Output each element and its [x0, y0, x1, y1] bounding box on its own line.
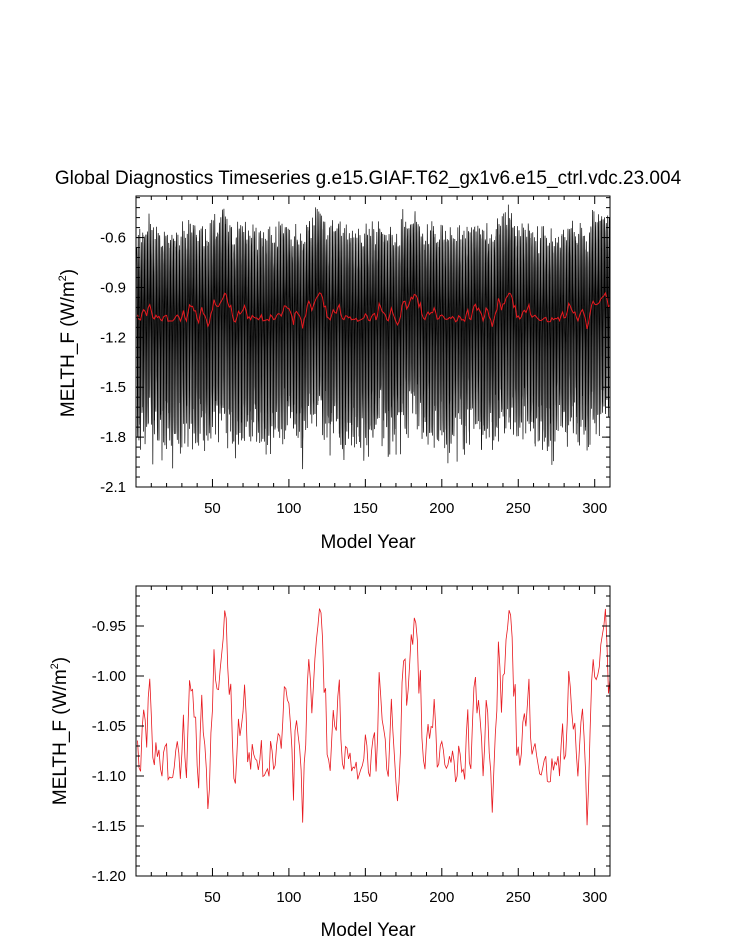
bottom-xtick-label: 100 — [276, 889, 301, 906]
top-ytick-label: -0.9 — [100, 279, 126, 296]
top-xtick-label: 200 — [429, 500, 454, 517]
top-monthly-series-line — [136, 204, 610, 470]
top-ticks: 50 100 150 200 250 300 -2.1 -1.8 -1.5 -1.2 -0.9 -0.… — [100, 196, 610, 517]
top-panel: 50 100 150 200 250 300 -2.1 -1.8 -1.5 -1.2 -0.9 -0.… — [57, 195, 611, 553]
bottom-x-axis-label: Model Year — [320, 920, 416, 941]
bottom-ytick-label: -1.20 — [92, 868, 126, 885]
bottom-ticks: 50 100 150 200 250 300 -1.20 -1.15 -1.10 -1.05 -1.… — [92, 585, 610, 906]
bottom-ytick-label: -1.00 — [92, 668, 126, 685]
bottom-xtick-label: 50 — [204, 889, 221, 906]
top-axes-frame — [135, 195, 611, 488]
bottom-panel: 50 100 150 200 250 300 -1.20 -1.15 -1.10 -1.05 -1.… — [49, 585, 611, 941]
bottom-xtick-label: 300 — [582, 889, 607, 906]
top-xtick-label: 100 — [276, 500, 301, 517]
top-ytick-label: -0.6 — [100, 230, 126, 247]
bottom-y-axis-label: MELTH_F (W/m2) — [49, 657, 71, 805]
top-y-axis-label: MELTH_F (W/m2) — [57, 269, 79, 417]
top-xtick-label: 250 — [506, 500, 531, 517]
top-ytick-label: -1.8 — [100, 429, 126, 446]
bottom-xtick-label: 200 — [429, 889, 454, 906]
bottom-ytick-label: -1.10 — [92, 768, 126, 785]
bottom-ytick-label: -0.95 — [92, 618, 126, 635]
bottom-plot-area — [137, 608, 610, 826]
bottom-annual-series-line — [137, 608, 610, 826]
top-ytick-label: -1.5 — [100, 379, 126, 396]
bottom-xtick-label: 150 — [353, 889, 378, 906]
bottom-axes-frame — [135, 585, 611, 877]
top-plot-area — [136, 204, 610, 470]
top-ytick-label: -2.1 — [100, 479, 126, 496]
top-annual-series-line — [137, 291, 610, 330]
top-ytick-label: -1.2 — [100, 329, 126, 346]
bottom-xtick-label: 250 — [506, 889, 531, 906]
bottom-ytick-label: -1.15 — [92, 818, 126, 835]
top-xtick-label: 300 — [582, 500, 607, 517]
bottom-ytick-label: -1.05 — [92, 718, 126, 735]
top-x-axis-label: Model Year — [320, 532, 416, 553]
top-xtick-label: 50 — [204, 500, 221, 517]
figure-title: Global Diagnostics Timeseries g.e15.GIAF… — [55, 168, 682, 189]
top-xtick-label: 150 — [353, 500, 378, 517]
